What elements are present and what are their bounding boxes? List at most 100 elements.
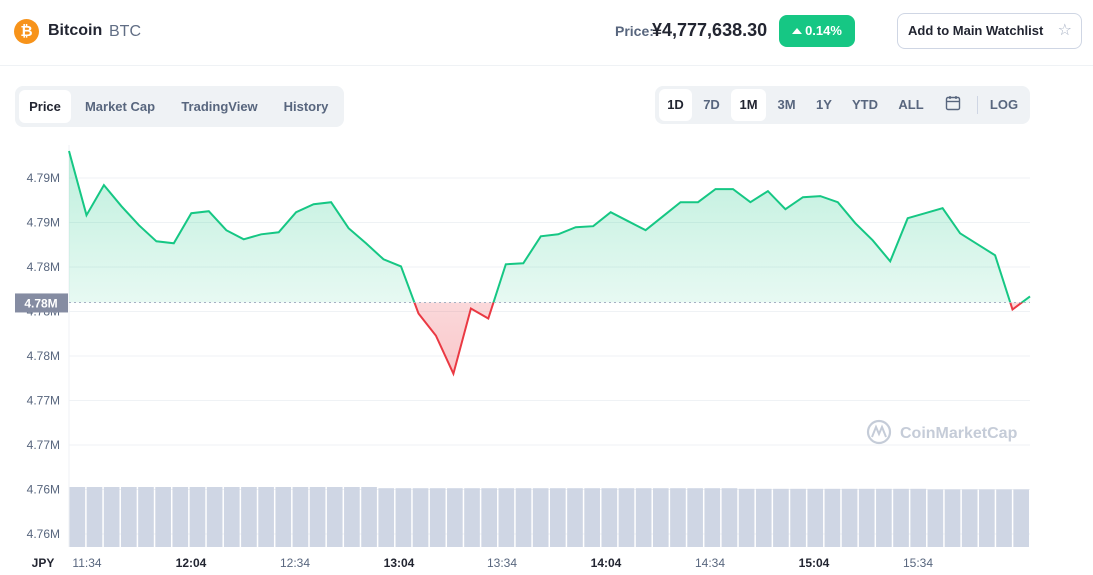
watchlist-button-label: Add to Main Watchlist: [908, 23, 1044, 38]
range-divider: [977, 96, 978, 114]
volume-bar: [412, 488, 429, 547]
current-price-label: 4.78M: [24, 296, 57, 310]
volume-bar: [189, 487, 206, 547]
volume-bar: [635, 488, 652, 547]
volume-bar: [378, 488, 395, 547]
x-tick-label: 12:04: [176, 556, 207, 570]
volume-bar: [601, 488, 618, 547]
volume-bar: [515, 488, 532, 547]
coin-symbol: BTC: [109, 23, 141, 40]
volume-bar: [258, 487, 274, 547]
volume-bar: [738, 488, 755, 547]
y-tick-label: 4.79M: [27, 171, 60, 185]
y-axis: 4.79M 4.79M 4.78M 4.78M 4.78M 4.77M 4.77M 4.76M…: [27, 171, 60, 541]
volume-bar: [910, 488, 927, 547]
y-tick-label: 4.76M: [27, 527, 60, 541]
volume-bar: [550, 488, 566, 547]
volume-bar: [927, 489, 944, 547]
price-chart[interactable]: 4.79M 4.79M 4.78M 4.78M 4.78M 4.77M 4.77M 4.76M…: [0, 130, 1093, 575]
coin-header: ₿ Bitcoin BTC Price: ¥4,777,638.30 0.14%…: [0, 0, 1093, 66]
coinmarketcap-logo-icon: [866, 419, 892, 445]
volume-bar: [652, 488, 669, 547]
y-tick-label: 4.76M: [27, 483, 60, 497]
x-tick-label: 11:34: [72, 556, 101, 570]
y-tick-label: 4.78M: [27, 260, 60, 274]
volume-bar: [996, 489, 1012, 547]
price-change-badge: 0.14%: [779, 15, 855, 47]
tab-market-cap[interactable]: Market Cap: [84, 99, 156, 114]
area-fill-positive: [69, 151, 1030, 303]
volume-bar: [1013, 489, 1029, 547]
log-scale-toggle[interactable]: LOG: [989, 97, 1019, 112]
volume-bar: [120, 487, 137, 547]
calendar-icon[interactable]: [945, 95, 961, 111]
volume-bar: [893, 488, 909, 547]
range-3m[interactable]: 3M: [777, 97, 796, 112]
bitcoin-logo-icon: ₿: [14, 19, 39, 44]
range-1y[interactable]: 1Y: [816, 97, 832, 112]
volume-bar: [790, 488, 806, 547]
volume-bar: [979, 489, 995, 547]
volume-bar: [292, 487, 309, 547]
add-to-watchlist-button[interactable]: Add to Main Watchlist ☆: [897, 13, 1082, 49]
current-price-marker: 4.78M: [15, 293, 68, 313]
volume-bar: [618, 488, 635, 547]
price-change-value: 0.14%: [805, 23, 842, 38]
tab-history[interactable]: History: [283, 99, 329, 114]
y-tick-label: 4.79M: [27, 216, 60, 230]
x-tick-label: 13:34: [487, 556, 517, 570]
volume-bar: [721, 488, 738, 547]
area-fill-negative: [414, 302, 1022, 374]
x-tick-label: 12:34: [280, 556, 310, 570]
coin-name: Bitcoin: [48, 22, 103, 39]
tab-price[interactable]: Price: [19, 90, 71, 123]
volume-bar: [807, 488, 824, 547]
price-area: [68, 150, 1031, 377]
volume-bar: [395, 488, 412, 547]
volume-bar: [961, 489, 978, 547]
chart-grid: [68, 145, 1030, 547]
volume-bar: [841, 488, 858, 547]
volume-bar: [344, 487, 360, 547]
volume-bar: [241, 487, 257, 547]
volume-bar: [464, 488, 480, 547]
volume-bar: [567, 488, 583, 547]
star-icon: ☆: [1057, 22, 1072, 39]
volume-bar: [876, 488, 892, 547]
chart-type-tabs: Price Market Cap TradingView History: [15, 86, 344, 127]
volume-bar: [361, 487, 377, 547]
volume-bar: [138, 487, 154, 547]
volume-bar: [773, 488, 789, 547]
range-7d[interactable]: 7D: [703, 97, 720, 112]
volume-bar: [103, 487, 120, 547]
caret-up-icon: [792, 28, 803, 34]
y-tick-label: 4.78M: [27, 349, 60, 363]
range-1m[interactable]: 1M: [731, 89, 766, 121]
volume-bar: [532, 488, 549, 547]
y-tick-label: 4.77M: [27, 438, 60, 452]
x-tick-label: 15:34: [903, 556, 933, 570]
current-price-box: [15, 293, 68, 313]
volume-bar: [172, 487, 189, 547]
volume-bar: [670, 488, 686, 547]
volume-bars: [69, 487, 1029, 547]
coinmarketcap-watermark: CoinMarketCap: [866, 419, 1018, 445]
time-range-selector: 1D 7D 1M 3M 1Y YTD ALL LOG: [655, 86, 1030, 124]
volume-bar: [155, 487, 171, 547]
volume-bar: [498, 488, 515, 547]
volume-bar: [69, 487, 86, 547]
x-tick-label: 14:04: [591, 556, 622, 570]
volume-bar: [429, 488, 446, 547]
x-tick-label: 14:34: [695, 556, 725, 570]
range-1d[interactable]: 1D: [659, 89, 692, 121]
y-tick-label: 4.77M: [27, 394, 60, 408]
x-tick-label: 15:04: [799, 556, 830, 570]
range-all[interactable]: ALL: [898, 97, 924, 112]
tab-tradingview[interactable]: TradingView: [181, 99, 258, 114]
x-axis: JPY 11:34 12:04 12:34 13:04 13:34 14:04 14:34 15…: [32, 556, 934, 570]
volume-bar: [223, 487, 240, 547]
range-ytd[interactable]: YTD: [852, 97, 878, 112]
volume-bar: [447, 488, 463, 547]
price-value: ¥4,777,638.30: [652, 20, 768, 40]
coinmarketcap-logo-mark: [871, 424, 887, 438]
